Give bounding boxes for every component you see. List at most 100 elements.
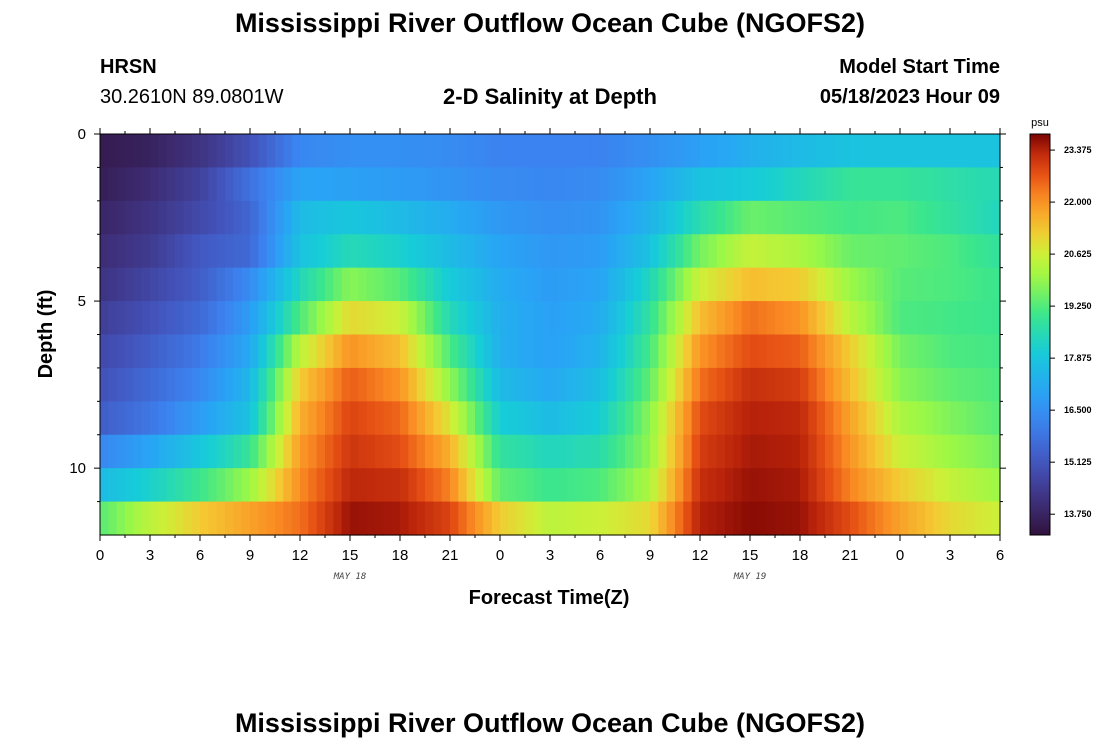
heatmap-cell: [758, 267, 768, 302]
heatmap-cell: [533, 401, 543, 436]
heatmap-cell: [483, 134, 493, 169]
model-start-value: 05/18/2023 Hour 09: [819, 86, 1000, 108]
heatmap-cell: [766, 301, 776, 336]
heatmap-cell: [941, 301, 951, 336]
heatmap-cell: [408, 267, 418, 302]
heatmap-cell: [950, 334, 959, 369]
heatmap-cell: [441, 200, 451, 235]
chart-title: Mississippi River Outflow Ocean Cube (NG…: [234, 8, 866, 38]
heatmap-cell: [850, 434, 859, 469]
heatmap-cell: [291, 167, 301, 202]
heatmap-cell: [416, 267, 426, 302]
heatmap-cell: [733, 200, 743, 235]
heatmap-cell: [508, 334, 518, 369]
heatmap-cell: [241, 167, 251, 202]
heatmap-cell: [200, 334, 209, 369]
heatmap-cell: [433, 134, 443, 169]
heatmap-cell: [900, 501, 909, 536]
heatmap-cell: [750, 367, 759, 402]
heatmap-cell: [341, 267, 351, 302]
colorbar-tick-label: 19.250: [1064, 301, 1092, 311]
heatmap-cell: [725, 501, 734, 536]
heatmap-cell: [333, 267, 343, 302]
heatmap-cell: [283, 234, 293, 269]
heatmap-cell: [358, 234, 368, 269]
heatmap-cell: [833, 267, 843, 302]
heatmap-cell: [941, 134, 951, 169]
heatmap-cell: [491, 501, 501, 536]
heatmap-cell: [366, 234, 376, 269]
heatmap-cell: [483, 267, 493, 302]
heatmap-cell: [391, 501, 401, 536]
heatmap-cell: [275, 234, 284, 269]
heatmap-cell: [983, 334, 993, 369]
heatmap-cell: [125, 367, 134, 402]
heatmap-cell: [391, 468, 401, 503]
heatmap-cell: [158, 501, 168, 536]
heatmap-cell: [758, 167, 768, 202]
heatmap-cell: [875, 401, 884, 436]
heatmap-cell: [108, 468, 118, 503]
heatmap-cell: [883, 167, 893, 202]
heatmap-cell: [425, 200, 434, 235]
heatmap-cell: [191, 334, 201, 369]
heatmap-cell: [583, 167, 593, 202]
heatmap-cell: [516, 200, 526, 235]
heatmap-cell: [766, 267, 776, 302]
heatmap-cell: [466, 134, 476, 169]
heatmap-cell: [808, 301, 818, 336]
heatmap-cell: [258, 434, 268, 469]
heatmap-cell: [758, 434, 768, 469]
heatmap-cell: [841, 167, 851, 202]
heatmap-cell: [500, 167, 509, 202]
heatmap-cell: [183, 401, 193, 436]
heatmap-cell: [158, 401, 168, 436]
heatmap-cell: [400, 334, 409, 369]
heatmap-cell: [675, 301, 684, 336]
heatmap-cell: [883, 401, 893, 436]
heatmap-cell: [700, 501, 709, 536]
heatmap-cell: [141, 301, 151, 336]
heatmap-cell: [416, 401, 426, 436]
heatmap-cell: [125, 134, 134, 169]
heatmap-cell: [150, 334, 159, 369]
salinity-heatmap: [100, 134, 1001, 536]
heatmap-cell: [683, 434, 693, 469]
heatmap-cell: [575, 234, 584, 269]
heatmap-cell: [291, 301, 301, 336]
heatmap-cell: [875, 134, 884, 169]
heatmap-cell: [975, 234, 984, 269]
heatmap-cell: [150, 367, 159, 402]
heatmap-cell: [966, 434, 976, 469]
heatmap-cell: [350, 301, 359, 336]
heatmap-cell: [141, 468, 151, 503]
heatmap-cell: [508, 134, 518, 169]
heatmap-cell: [383, 301, 393, 336]
heatmap-cell: [950, 401, 959, 436]
heatmap-cell: [958, 334, 968, 369]
heatmap-cell: [650, 501, 659, 536]
heatmap-cell: [258, 267, 268, 302]
heatmap-cell: [550, 501, 559, 536]
heatmap-cell: [975, 468, 984, 503]
heatmap-cell: [583, 334, 593, 369]
heatmap-cell: [325, 401, 334, 436]
heatmap-cell: [550, 200, 559, 235]
heatmap-cell: [133, 367, 143, 402]
heatmap-cell: [225, 367, 234, 402]
heatmap-cell: [541, 334, 551, 369]
heatmap-cell: [166, 501, 176, 536]
heatmap-cell: [283, 200, 293, 235]
heatmap-cell: [866, 234, 876, 269]
heatmap-cell: [850, 200, 859, 235]
heatmap-cell: [116, 234, 126, 269]
heatmap-cell: [600, 301, 609, 336]
heatmap-cell: [100, 367, 109, 402]
heatmap-cell: [658, 234, 668, 269]
heatmap-cell: [341, 501, 351, 536]
x-tick-label: 15: [342, 547, 359, 564]
heatmap-cell: [491, 267, 501, 302]
heatmap-cell: [175, 167, 184, 202]
heatmap-cell: [475, 167, 484, 202]
heatmap-cell: [591, 301, 601, 336]
